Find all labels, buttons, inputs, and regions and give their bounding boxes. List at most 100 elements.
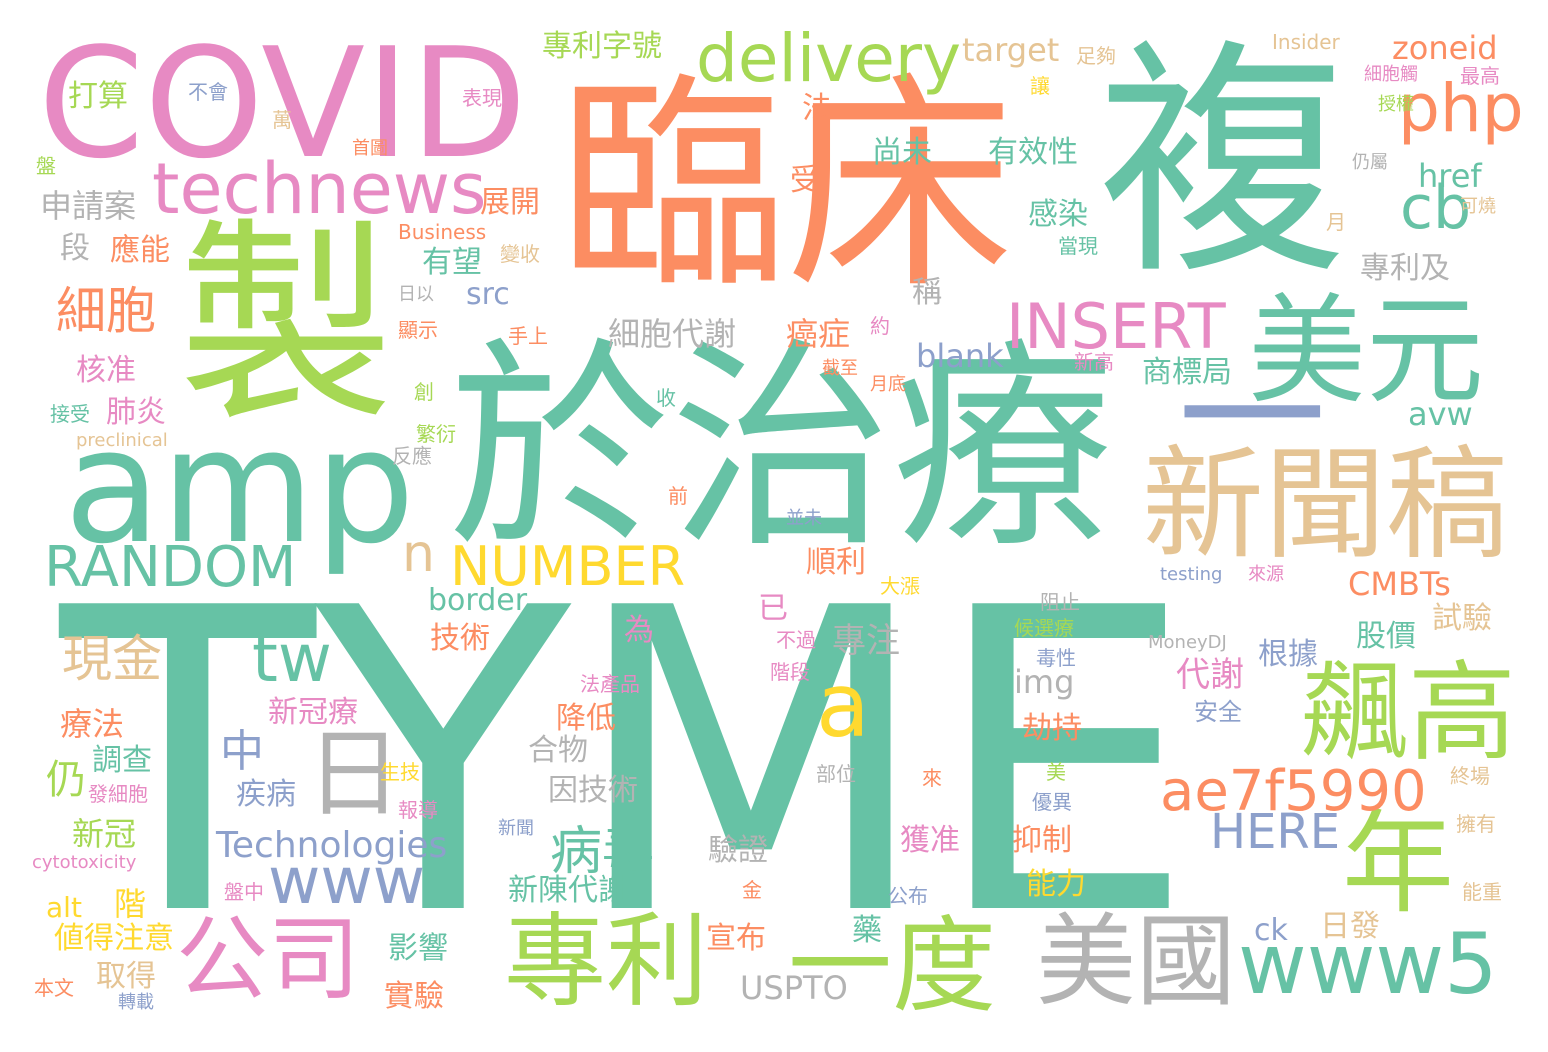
word-insider: Insider xyxy=(1272,30,1340,54)
word-bu-hui: 不會 xyxy=(188,80,228,104)
word-rang: 讓 xyxy=(1030,74,1050,98)
word-xin-chen-dai-xie: 新陳代謝 xyxy=(508,873,628,908)
word-n: n xyxy=(402,524,435,584)
word-bing-du: 病毒 xyxy=(550,822,655,882)
word-reng: 仍 xyxy=(46,757,86,803)
word-yi: 一 xyxy=(1178,332,1326,504)
word-jie-duan: 階段 xyxy=(770,660,810,684)
word-jie-zhi: 截至 xyxy=(822,358,858,379)
word-shou-shang: 手上 xyxy=(508,324,548,348)
word-target: target xyxy=(962,31,1060,69)
word-ke-shao: 可燒 xyxy=(1460,196,1496,217)
word-www: www xyxy=(268,845,426,919)
word-uspto: USPTO xyxy=(740,969,848,1007)
word-lai: 來 xyxy=(922,766,942,790)
word-ying-xiang: 影響 xyxy=(388,931,448,966)
word-gong-bu: 公布 xyxy=(888,884,928,908)
word-shi-yan: 試驗 xyxy=(1432,601,1492,636)
word-yin-ji-shu: 因技術 xyxy=(548,773,638,808)
word-avw: avw xyxy=(1408,395,1473,433)
word-alt: alt xyxy=(46,891,82,924)
word-gan-ran: 感染 xyxy=(1028,197,1088,232)
word-xian-jin: 現金 xyxy=(62,630,162,688)
word-dai-xie: 代謝 xyxy=(1176,655,1244,695)
word-yue: 月 xyxy=(1326,210,1346,234)
word-gong-si: 公司 xyxy=(176,906,361,1013)
word-zhuan-li: 專利 xyxy=(504,903,708,1022)
word-technews: technews xyxy=(152,148,487,230)
word-jiang-di: 降低 xyxy=(556,701,616,736)
word-shou-receive: 收 xyxy=(656,386,676,410)
word-qian: 前 xyxy=(668,484,688,508)
word-blank: blank xyxy=(916,337,1004,375)
word-zu-gou: 足夠 xyxy=(1076,44,1116,68)
word-ae7f5990: ae7f5990 xyxy=(1160,759,1427,824)
word-xuan-bu: 宣布 xyxy=(706,921,766,956)
word-number: NUMBER xyxy=(450,535,686,598)
word-shen-qing-an: 申請案 xyxy=(40,187,137,225)
word-delivery: delivery xyxy=(696,20,962,97)
word-an-quan: 安全 xyxy=(1194,698,1242,726)
word-ji-bing: 疾病 xyxy=(236,777,296,812)
word-tw: tw xyxy=(252,620,332,697)
word-mei-yuan: 美元 xyxy=(1248,282,1485,420)
word-yao: 藥 xyxy=(852,913,882,948)
word-jie-chi: 劫持 xyxy=(1022,711,1082,746)
word-insert: INSERT xyxy=(1006,290,1226,363)
word-xin-guan-liao: 新冠療 xyxy=(268,695,358,730)
word-ri-fa: 日發 xyxy=(1320,909,1380,944)
word-wan: 萬 xyxy=(272,108,292,132)
word-duan: 段 xyxy=(60,231,90,266)
word-zoneid: zoneid xyxy=(1392,29,1498,67)
word-you-xiao-xing: 有效性 xyxy=(988,135,1078,170)
word-biao-gao: 飆高 xyxy=(1300,651,1517,776)
word-fa: 法 xyxy=(802,91,832,126)
word-zhong-chang: 終場 xyxy=(1450,764,1490,788)
word-shou-tu: 首圖 xyxy=(352,138,388,159)
word-wei: 為 xyxy=(624,613,654,648)
word-gu-jia: 股價 xyxy=(1356,619,1416,654)
word-ck: ck xyxy=(1254,913,1288,948)
word-fei-yan: 肺炎 xyxy=(106,395,166,430)
word-xi-bao-chu: 細胞觸 xyxy=(1364,64,1418,85)
word-moneydj: MoneyDJ xyxy=(1148,632,1227,653)
word-cytotoxicity: cytotoxicity xyxy=(32,852,137,873)
word-yue-di: 月底 xyxy=(870,374,906,395)
word-xin-gao: 新高 xyxy=(1074,350,1114,374)
word-fan-yan: 繁衍 xyxy=(416,422,456,446)
word-bu-guo: 不過 xyxy=(776,628,816,652)
word-cb: cb xyxy=(1400,173,1472,243)
word-he-wu: 合物 xyxy=(528,733,588,768)
word-preclinical: preclinical xyxy=(76,430,168,451)
word-zhuan-zai: 轉載 xyxy=(118,992,154,1013)
word-bao-dao: 報導 xyxy=(398,798,438,822)
word-huo-zhun: 獲准 xyxy=(900,823,960,858)
word-zhuan-zhu: 專注 xyxy=(832,621,900,661)
word-shou-quan: 授權 xyxy=(1378,94,1414,115)
word-yi-zhi: 抑制 xyxy=(1012,823,1072,858)
word-shi-yan-experiment: 實驗 xyxy=(384,979,444,1014)
word-cheng: 稱 xyxy=(912,275,942,310)
word-da-zhang: 大漲 xyxy=(880,574,920,598)
word-cmbts: CMBTs xyxy=(1348,565,1451,603)
word-border: border xyxy=(428,583,528,618)
word-xin-wen-gao: 新聞稿 xyxy=(1142,434,1508,576)
word-testing: testing xyxy=(1160,564,1223,585)
word-zhi-de-zhu-yi: 値得注意 xyxy=(54,921,174,956)
word-jie-shou: 接受 xyxy=(50,402,90,426)
word-zhi: 製 xyxy=(178,200,395,451)
word-lai-yuan: 來源 xyxy=(1248,564,1284,585)
word-gen-ju: 根據 xyxy=(1258,637,1318,672)
word-pan: 盤 xyxy=(36,154,56,178)
word-qu-de: 取得 xyxy=(96,959,156,994)
word-a: a xyxy=(816,654,870,757)
word-zhuan-li-ji: 專利及 xyxy=(1360,251,1450,286)
word-xi-bao: 細胞 xyxy=(56,282,156,340)
word-business: Business xyxy=(398,220,487,244)
word-yu-zhi-liao: 於治療 xyxy=(448,320,1114,578)
word-zhong: 中 xyxy=(220,726,264,777)
word-www5: www5 xyxy=(1238,915,1498,1013)
word-you-yi: 優異 xyxy=(1032,790,1072,814)
word-da-suan: 打算 xyxy=(68,79,128,114)
